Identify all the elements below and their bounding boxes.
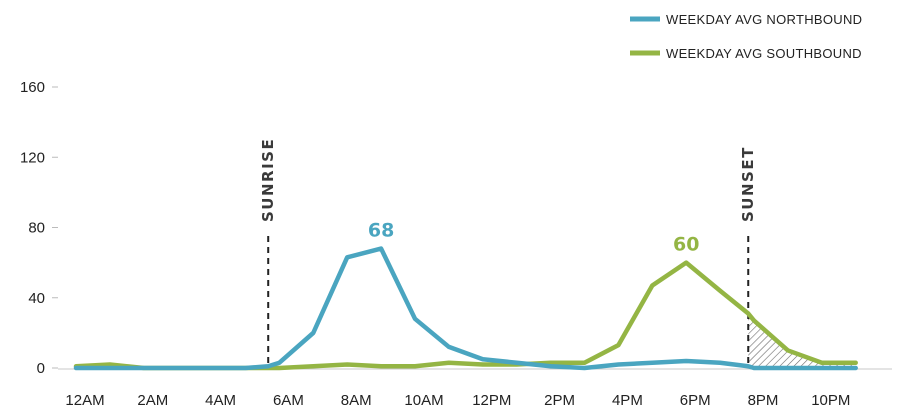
x-tick-label: 4AM: [205, 392, 236, 409]
peak-labels: 68 60: [368, 220, 700, 256]
axes: 0 40 80 120 160 12AM 2AM 4AM 6AM 8AM 10AM 12PM 2PM 4P…: [20, 79, 892, 409]
y-tick-label: 120: [20, 149, 45, 166]
legend-item-southbound: WEEKDAY AVG SOUTHBOUND: [630, 46, 862, 61]
x-tick-label: 2AM: [137, 392, 168, 409]
peak-label: 60: [673, 234, 699, 256]
legend-label-northbound: WEEKDAY AVG NORTHBOUND: [666, 12, 862, 27]
sunset-hatch-fill: [748, 313, 856, 368]
legend: WEEKDAY AVG NORTHBOUND WEEKDAY AVG SOUTH…: [630, 12, 862, 61]
y-tick-label: 160: [20, 79, 45, 96]
x-tick-label: 12PM: [472, 392, 511, 409]
y-tick-label: 80: [28, 220, 45, 237]
marker-label-sunset: SUNSET: [739, 146, 757, 222]
x-tick-label: 6AM: [273, 392, 304, 409]
series-lines: [73, 246, 858, 371]
x-tick-label: 8PM: [748, 392, 779, 409]
x-tick-label: 10AM: [404, 392, 443, 409]
x-tick-label: 12AM: [65, 392, 104, 409]
y-tick-label: 0: [37, 360, 45, 377]
x-tick-label: 2PM: [544, 392, 575, 409]
legend-label-southbound: WEEKDAY AVG SOUTHBOUND: [666, 46, 862, 61]
time-markers: SUNRISE SUNSET: [259, 138, 757, 368]
series-line-northbound: [73, 246, 858, 371]
sunset-hatch-area: [748, 313, 856, 368]
x-tick-label: 4PM: [612, 392, 643, 409]
x-tick-label: 10PM: [811, 392, 850, 409]
marker-label-sunrise: SUNRISE: [259, 138, 277, 222]
legend-item-northbound: WEEKDAY AVG NORTHBOUND: [630, 12, 862, 27]
x-tick-label: 8AM: [341, 392, 372, 409]
x-tick-label: 6PM: [680, 392, 711, 409]
y-tick-label: 40: [28, 290, 45, 307]
peak-label: 68: [368, 220, 394, 242]
